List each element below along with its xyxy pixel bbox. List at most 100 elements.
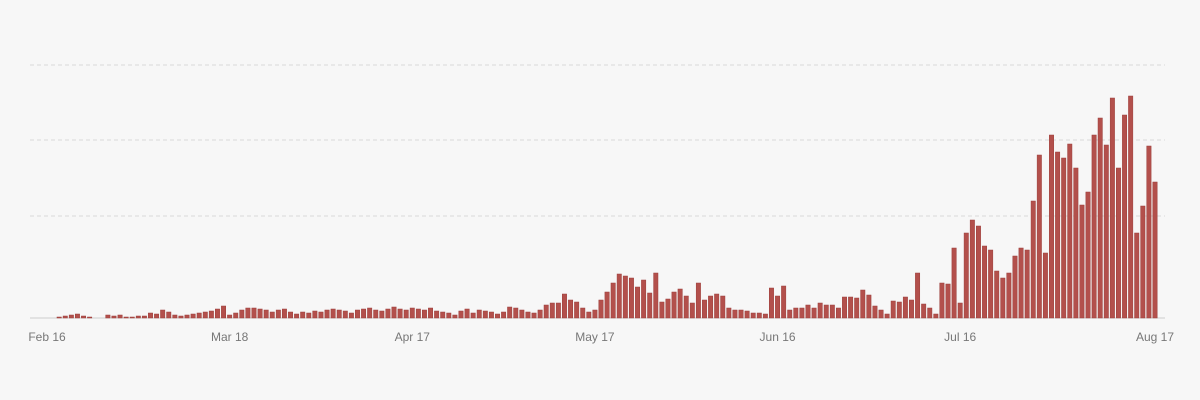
bar (793, 307, 799, 319)
bar (105, 314, 111, 319)
bar (470, 312, 476, 319)
bar (750, 312, 756, 319)
bar (1049, 134, 1054, 319)
bar (896, 301, 902, 319)
bar (562, 293, 567, 319)
bar (671, 291, 677, 319)
bar (592, 309, 598, 319)
bar (294, 313, 300, 319)
bar (927, 307, 933, 319)
bar (208, 310, 214, 319)
bar (835, 307, 841, 319)
bar (56, 316, 62, 319)
bar (373, 309, 379, 319)
bar (714, 293, 720, 319)
bar (1146, 145, 1152, 319)
bar (787, 309, 793, 319)
x-tick-label: Mar 18 (211, 330, 249, 344)
bar (799, 307, 805, 319)
bar (756, 312, 762, 319)
bar (909, 299, 914, 319)
bar (1091, 134, 1097, 319)
bar (482, 310, 488, 319)
bar (227, 314, 233, 319)
bar (921, 303, 927, 319)
bar (68, 314, 74, 319)
bar (762, 313, 768, 319)
bar (915, 272, 921, 319)
bar (1036, 154, 1042, 319)
bar (848, 296, 854, 319)
bar (1134, 232, 1140, 319)
bar (702, 299, 707, 319)
bar (1152, 181, 1158, 319)
bar (957, 302, 963, 319)
bar (683, 295, 689, 319)
bar (446, 312, 452, 319)
bar (81, 315, 86, 319)
bar (574, 301, 580, 319)
bar (1042, 252, 1048, 319)
bar (288, 311, 293, 319)
bar (275, 309, 281, 319)
bar (1103, 144, 1109, 319)
bar (1140, 205, 1146, 319)
bar (610, 282, 616, 319)
bar (732, 309, 738, 319)
bar (184, 314, 190, 319)
bar (513, 307, 519, 319)
bar (537, 309, 543, 319)
bar (215, 308, 220, 319)
bar (239, 309, 245, 319)
bar (257, 308, 263, 319)
bar (939, 282, 945, 319)
bar (982, 245, 987, 319)
bar (452, 314, 458, 319)
bar (659, 301, 665, 319)
bar (817, 302, 823, 319)
bar (988, 249, 994, 319)
bar (355, 309, 360, 319)
bar (1122, 114, 1128, 319)
bar (166, 311, 172, 319)
bar (854, 297, 860, 319)
bar (422, 309, 427, 319)
bar (300, 311, 306, 319)
bar (902, 296, 908, 319)
bar (269, 311, 275, 319)
bar (330, 308, 336, 319)
bar (781, 285, 787, 319)
bar (507, 306, 513, 319)
bar (665, 298, 671, 319)
bar (872, 305, 878, 319)
bar (1116, 167, 1121, 319)
bar (860, 289, 866, 319)
bar (135, 315, 141, 319)
bar (829, 304, 835, 319)
bar (336, 309, 342, 319)
bar (1055, 151, 1061, 319)
bar (178, 315, 184, 319)
bar (677, 288, 683, 319)
bar (653, 272, 659, 319)
bar (769, 287, 774, 319)
bar (616, 273, 622, 319)
bar (129, 316, 135, 319)
bar (221, 305, 226, 319)
bar (994, 270, 1000, 319)
bar (555, 302, 561, 319)
bar (123, 316, 129, 319)
bar (342, 310, 348, 319)
bar (738, 309, 744, 319)
bar (951, 247, 957, 319)
bar (1030, 200, 1036, 319)
bar (866, 294, 872, 319)
bar (1128, 95, 1134, 319)
bar (586, 311, 592, 319)
bar (87, 316, 93, 319)
bar (695, 282, 701, 319)
bar (878, 309, 884, 319)
bar (647, 292, 653, 319)
bar (519, 309, 525, 319)
